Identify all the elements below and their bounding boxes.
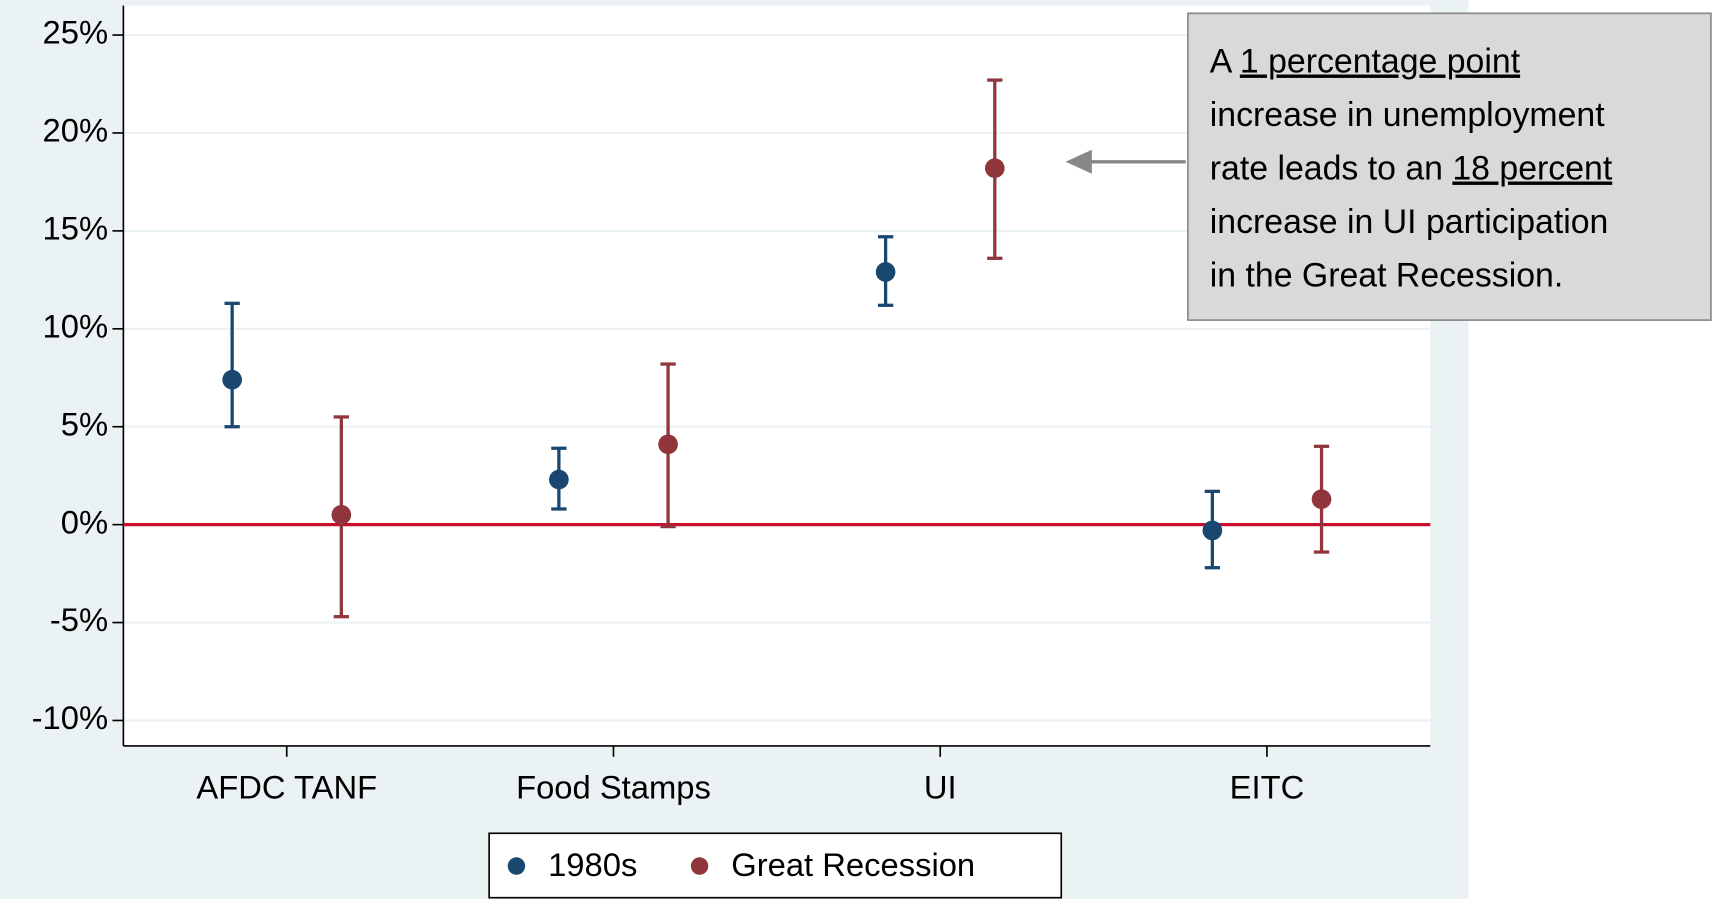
annotation-line: increase in unemployment bbox=[1210, 96, 1605, 134]
annotation-text: increase in unemployment bbox=[1210, 96, 1605, 134]
y-tick-label: -10% bbox=[32, 699, 108, 736]
point bbox=[222, 369, 242, 390]
x-tick-label: Food Stamps bbox=[516, 768, 711, 805]
legend-label: 1980s bbox=[548, 846, 637, 883]
annotation-line: A 1 percentage point bbox=[1210, 42, 1521, 80]
legend-label: Great Recession bbox=[731, 846, 975, 883]
point bbox=[875, 262, 896, 282]
annotation-line: in the Great Recession. bbox=[1210, 256, 1564, 294]
point bbox=[1202, 520, 1223, 541]
point bbox=[984, 158, 1005, 179]
y-tick-label: 5% bbox=[61, 405, 108, 442]
x-tick-label: AFDC TANF bbox=[196, 768, 377, 805]
annotation-text: 18 percent bbox=[1452, 149, 1612, 187]
x-tick-label: UI bbox=[924, 768, 957, 805]
point bbox=[658, 434, 678, 455]
annotation-text: rate leads to an bbox=[1210, 149, 1453, 187]
y-tick-label: 10% bbox=[43, 307, 109, 344]
arrow-head bbox=[1065, 149, 1092, 174]
annotation-text: A bbox=[1210, 42, 1240, 80]
point bbox=[549, 469, 569, 490]
annotation: A 1 percentage point increase in unemploy… bbox=[1210, 42, 1613, 294]
annotation-line: increase in UI participation bbox=[1210, 203, 1609, 241]
y-tick-label: 25% bbox=[43, 14, 109, 51]
marks: AFDC TANF Food Stamps UI EITC bbox=[123, 78, 1431, 805]
y-tick-label: 15% bbox=[43, 210, 109, 247]
legend-marker bbox=[690, 857, 709, 875]
y-tick-label: -5% bbox=[50, 601, 108, 638]
annotation-text: increase in UI participation bbox=[1210, 203, 1609, 241]
annotation-text: in the Great Recession. bbox=[1210, 256, 1564, 294]
annotation-text: 1 percentage point bbox=[1240, 42, 1521, 80]
legend bbox=[488, 832, 1063, 899]
y-tick-label: 20% bbox=[43, 112, 109, 149]
legend-marker bbox=[507, 857, 526, 875]
point bbox=[1311, 489, 1332, 510]
annotation-line: rate leads to an 18 percent bbox=[1210, 149, 1613, 187]
legend-items: 1980s Great Recession bbox=[507, 846, 975, 883]
y-tick-label: 0% bbox=[61, 503, 108, 540]
x-tick-label: EITC bbox=[1230, 768, 1305, 805]
annotation-box bbox=[1187, 12, 1712, 321]
point bbox=[331, 505, 352, 525]
